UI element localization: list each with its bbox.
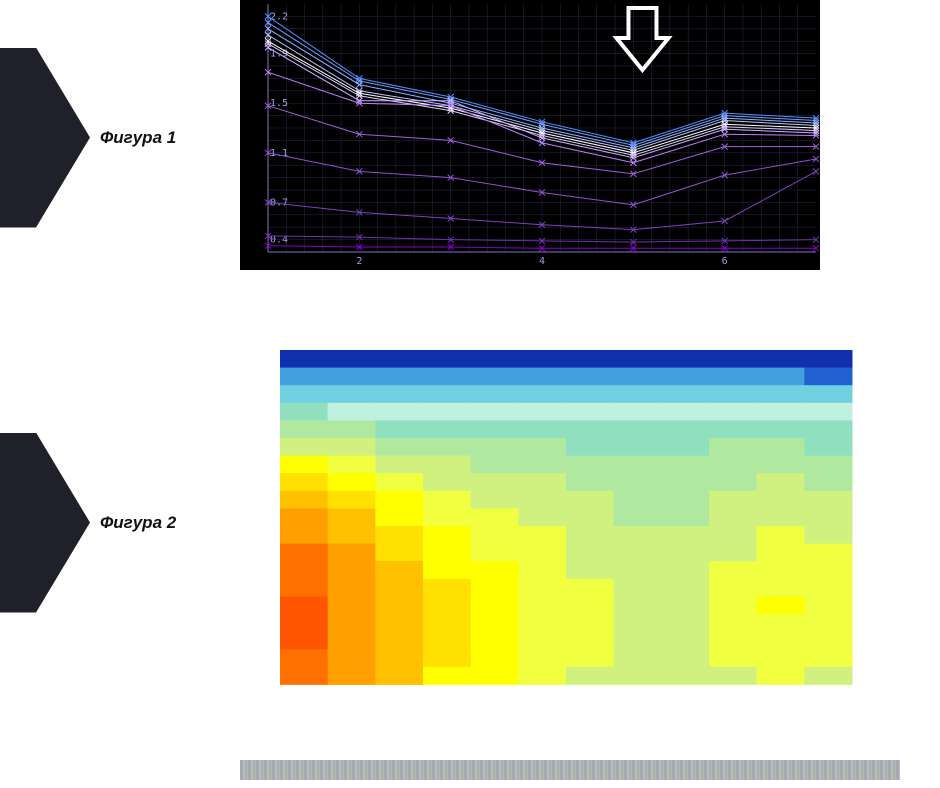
figure-2-label: Фигура 2 <box>100 513 176 533</box>
figure-2-section: Фигура 2 <box>0 330 940 715</box>
figure-1-label: Фигура 1 <box>100 128 176 148</box>
svg-text:6: 6 <box>722 256 728 267</box>
noise-bar <box>240 760 900 780</box>
figure-2-label-wrap: Фигура 2 <box>0 513 220 533</box>
hex-decoration <box>0 48 90 228</box>
figure-2-chart <box>240 330 860 715</box>
svg-text:2.2: 2.2 <box>270 11 288 22</box>
heatmap-svg <box>240 330 860 710</box>
hex-decoration <box>0 433 90 613</box>
figure-1-chart: 2460.40.71.11.51.92.2 <box>240 0 820 275</box>
svg-text:4: 4 <box>539 256 545 267</box>
figure-1-label-wrap: Фигура 1 <box>0 128 220 148</box>
figure-1-section: Фигура 1 2460.40.71.11.51.92.2 <box>0 0 940 275</box>
svg-text:2: 2 <box>356 256 362 267</box>
line-chart-svg: 2460.40.71.11.51.92.2 <box>240 0 820 270</box>
